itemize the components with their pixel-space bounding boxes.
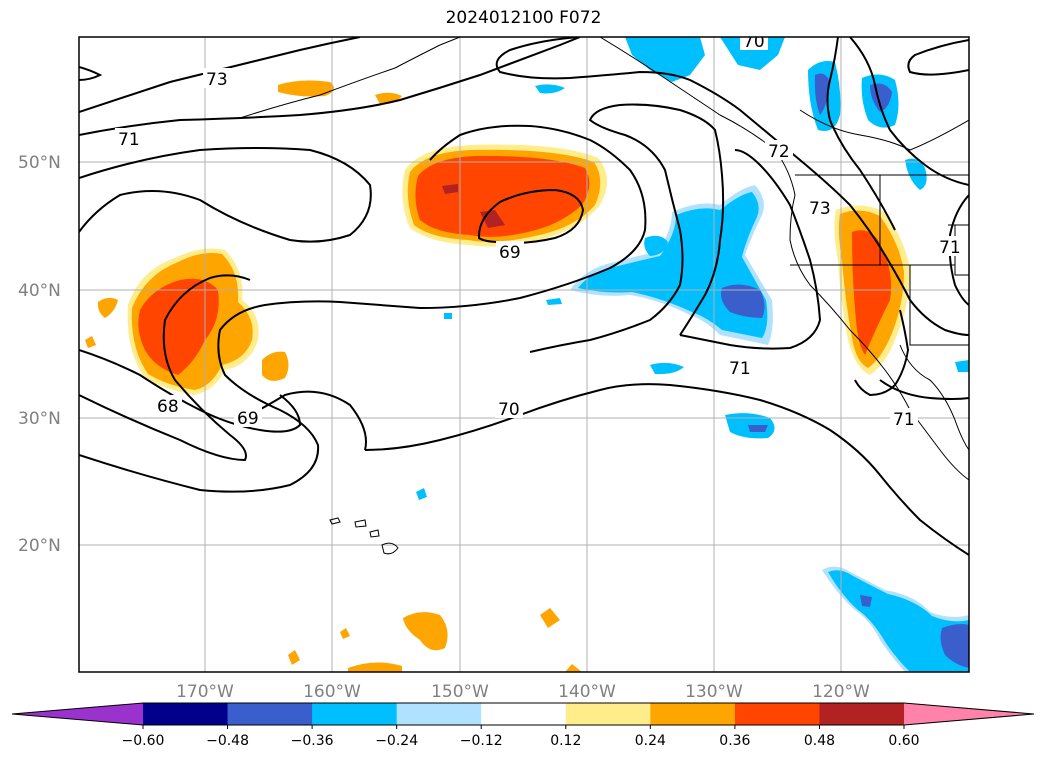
positive-anomaly-central — [402, 144, 608, 247]
contour-label-group: 73 71 69 68 69 70 71 72 73 70 71 71 — [115, 32, 964, 430]
lon-label: 140°W — [558, 682, 616, 702]
colorbar-segment — [650, 703, 736, 725]
colorbar-tick-label: 0.12 — [550, 733, 581, 749]
contour-label: 71 — [893, 410, 915, 430]
colorbar-segment — [819, 703, 905, 725]
lat-label: 50°N — [18, 153, 61, 173]
colorbar: −0.60 −0.48 −0.36 −0.24 −0.12 0.12 0.24 0.36 0.4… — [11, 702, 1035, 749]
contour-label: 73 — [809, 199, 831, 219]
colorbar-tick-label: 0.48 — [804, 733, 835, 749]
colorbar-extend-low — [12, 703, 143, 725]
contour-label: 72 — [768, 142, 790, 162]
plot-frame — [78, 36, 970, 673]
lon-label: 120°W — [812, 682, 870, 702]
colorbar-tick-label: 0.24 — [635, 733, 666, 749]
colorbar-tick-label: −0.48 — [206, 733, 249, 749]
colorbar-segment — [565, 703, 651, 725]
lat-label: 20°N — [18, 536, 61, 556]
colorbar-tick-label: 0.36 — [719, 733, 750, 749]
graticule — [79, 37, 969, 672]
contour-label: 71 — [729, 359, 751, 379]
negative-anomaly-southeast — [822, 566, 969, 672]
colorbar-extend-high — [904, 703, 1034, 725]
lon-label: 160°W — [303, 682, 361, 702]
colorbar-tick-label: −0.24 — [375, 733, 418, 749]
colorbar-segment — [143, 703, 229, 725]
lon-label: 130°W — [685, 682, 743, 702]
colorbar-segment — [396, 703, 482, 725]
contour-label: 70 — [743, 32, 765, 52]
colorbar-tick-label: 0.60 — [888, 733, 919, 749]
map-title: 2024012100 F072 — [445, 8, 602, 28]
contour-label: 73 — [206, 70, 228, 90]
positive-anomaly-coast — [834, 205, 910, 375]
positive-anomaly-small — [85, 80, 582, 672]
longitude-labels: 170°W 160°W 150°W 140°W 130°W 120°W — [176, 682, 870, 702]
colorbar-segment — [227, 703, 313, 725]
latitude-labels: 50°N 40°N 30°N 20°N — [18, 153, 61, 556]
colorbar-segment — [481, 703, 567, 725]
colorbar-tick-label: −0.36 — [291, 733, 334, 749]
positive-anomaly-west — [97, 248, 289, 395]
colorbar-tick-label: −0.60 — [122, 733, 165, 749]
lon-label: 170°W — [176, 682, 234, 702]
colorbar-tick-label: −0.12 — [460, 733, 503, 749]
contour-label: 69 — [499, 243, 521, 263]
colorbar-segment — [734, 703, 820, 725]
contour-label: 71 — [118, 130, 140, 150]
lat-label: 40°N — [18, 281, 61, 301]
contour-label: 71 — [939, 238, 961, 258]
height-contours — [79, 37, 969, 556]
contour-label: 69 — [237, 409, 259, 429]
lon-label: 150°W — [431, 682, 489, 702]
contour-label: 70 — [498, 400, 520, 420]
negative-anomaly-north — [416, 37, 969, 500]
colorbar-segment — [312, 703, 398, 725]
contour-label: 68 — [157, 397, 179, 417]
lat-label: 30°N — [18, 409, 61, 429]
